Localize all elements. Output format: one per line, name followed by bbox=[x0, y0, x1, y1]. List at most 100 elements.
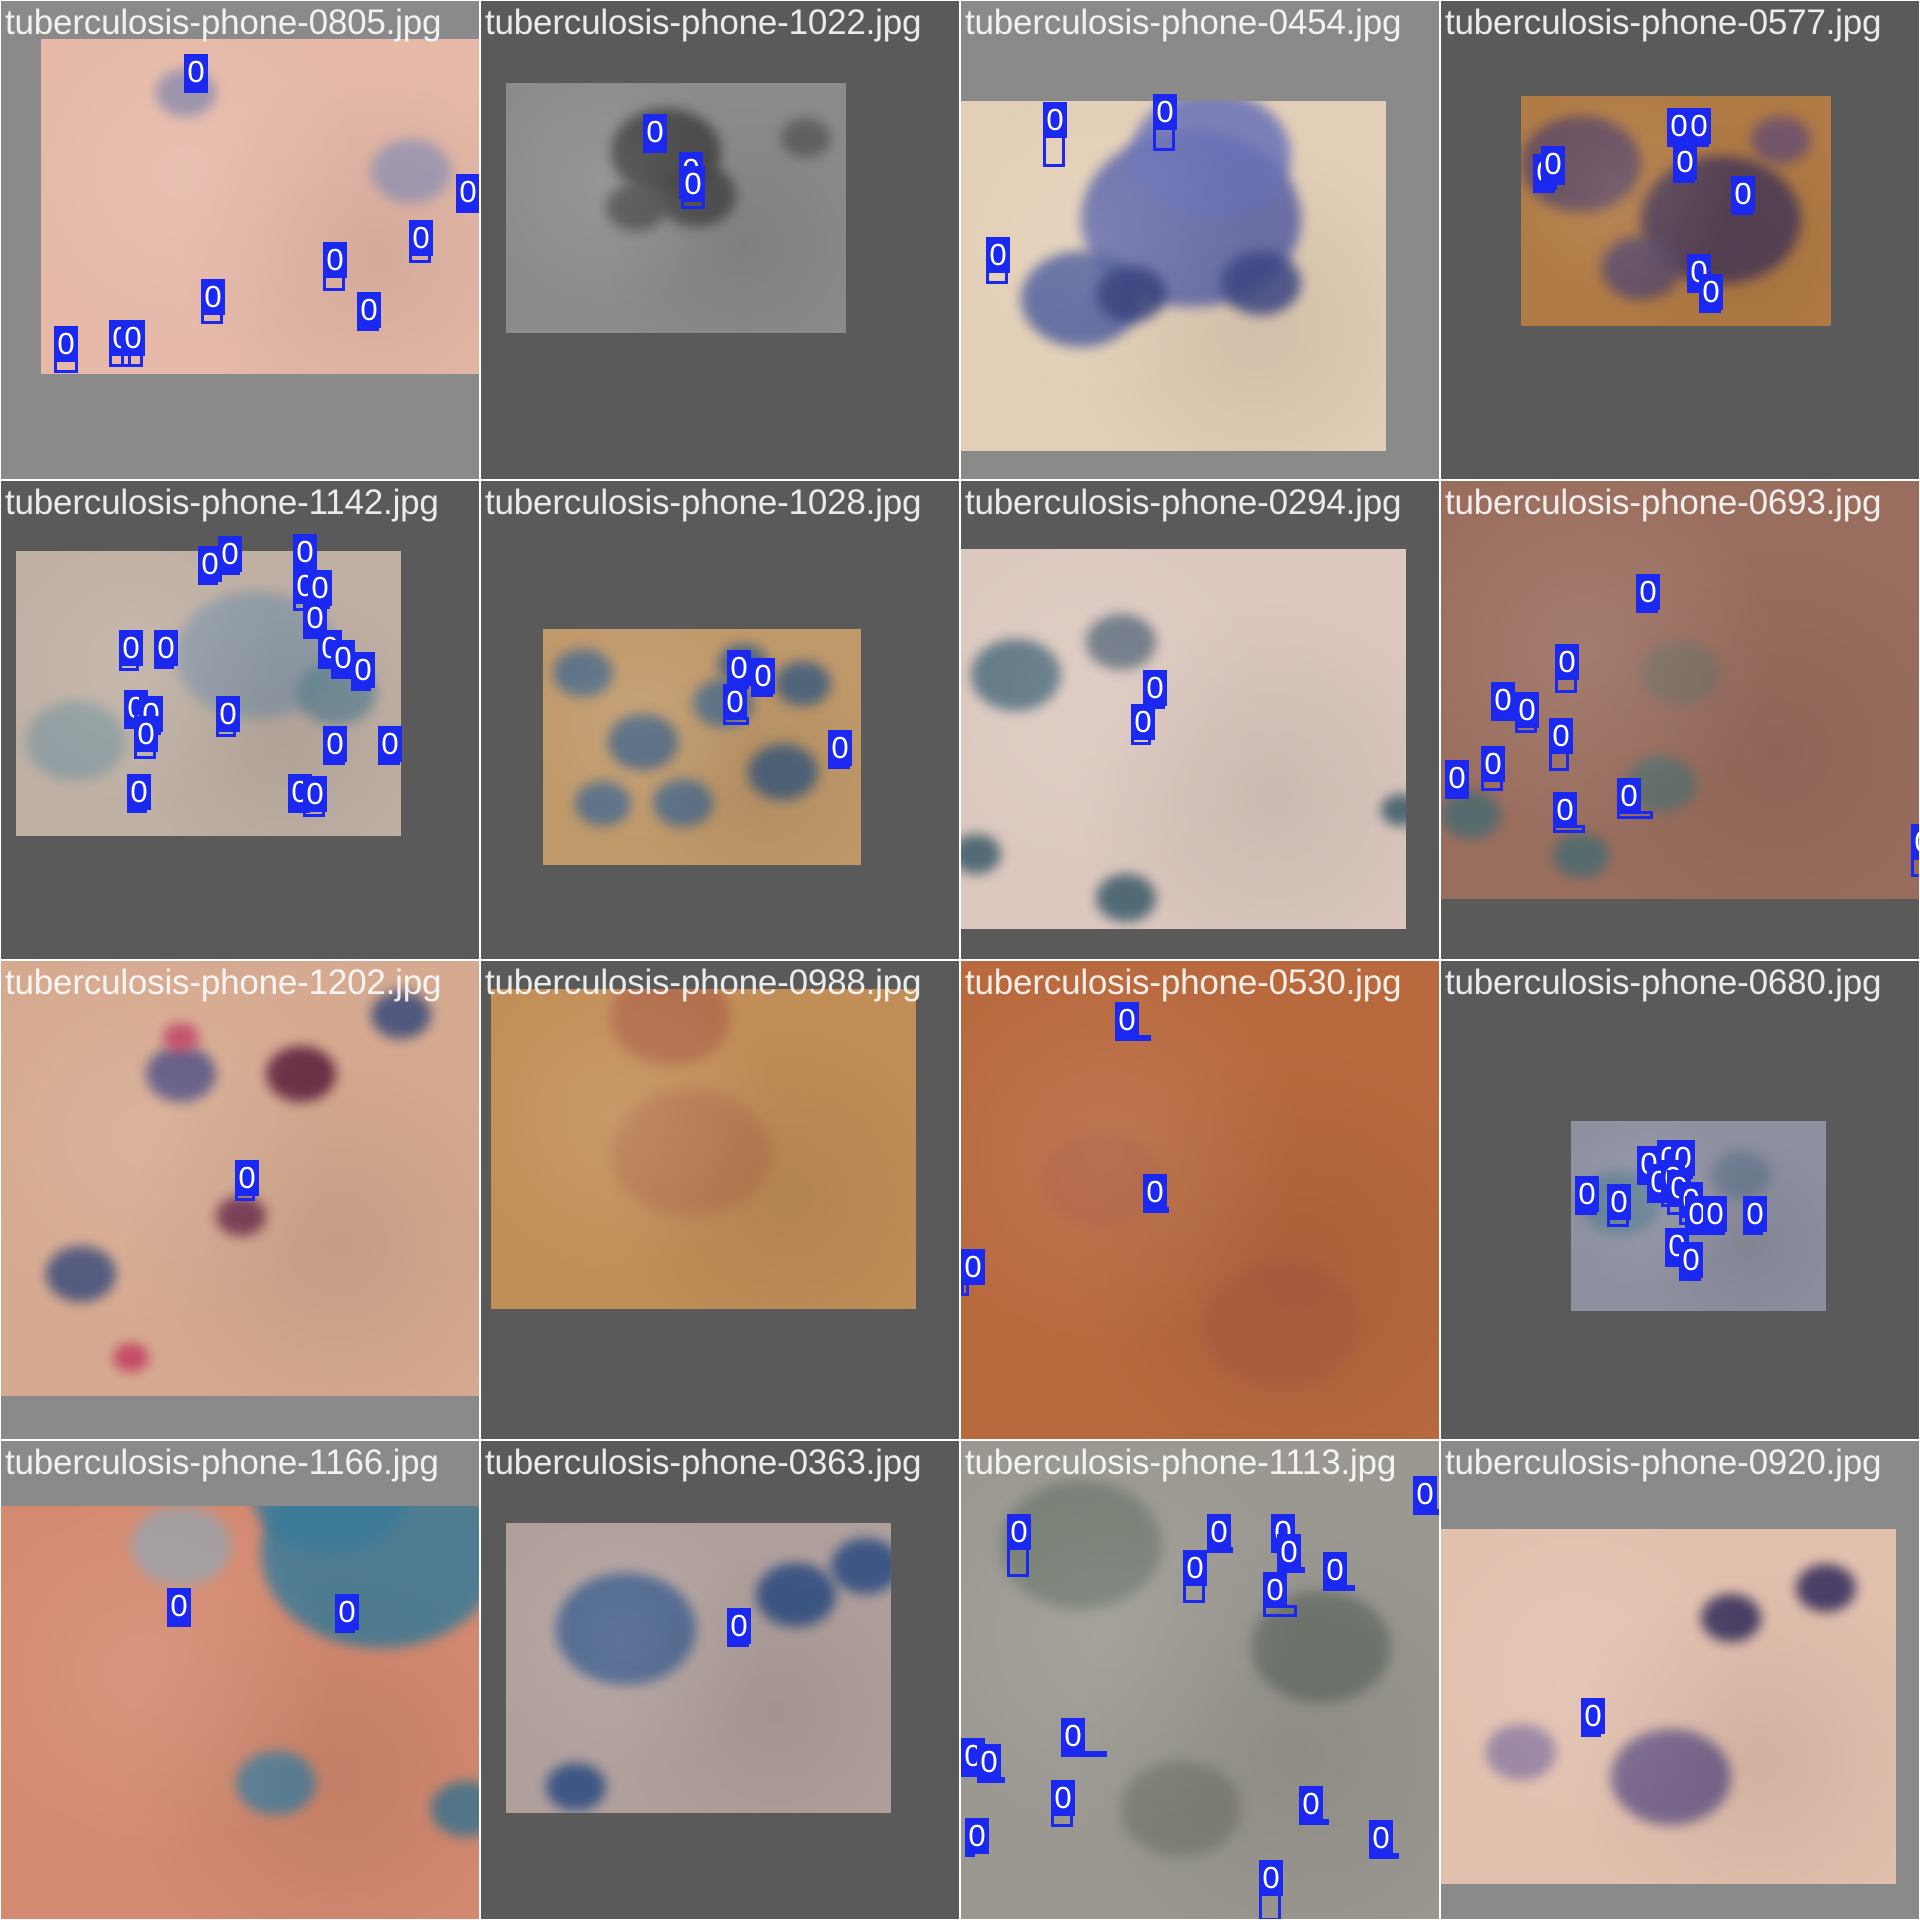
class-label: 0 bbox=[1679, 1242, 1703, 1278]
cell-blob bbox=[371, 139, 451, 203]
detection-box: 0 bbox=[409, 220, 433, 263]
detection-box: 0 bbox=[1131, 704, 1155, 745]
class-label: 0 bbox=[965, 1818, 989, 1854]
class-label: 0 bbox=[986, 237, 1010, 273]
class-label: 0 bbox=[681, 166, 705, 202]
class-label: 0 bbox=[1143, 670, 1167, 706]
detection-box: 0 bbox=[1051, 1780, 1075, 1827]
image-filename: tuberculosis-phone-1022.jpg bbox=[485, 3, 922, 42]
class-label: 0 bbox=[1143, 1174, 1167, 1210]
class-label: 0 bbox=[751, 658, 775, 694]
class-label: 0 bbox=[1699, 274, 1723, 310]
detection-box: 0 bbox=[1575, 1176, 1599, 1215]
microscopy-photo bbox=[961, 101, 1386, 451]
cell-blob bbox=[431, 1781, 479, 1837]
microscopy-photo bbox=[41, 39, 479, 374]
cell-blob bbox=[163, 1023, 199, 1052]
class-label: 0 bbox=[335, 1594, 359, 1630]
microscopy-photo bbox=[1, 1506, 479, 1919]
class-label: 0 bbox=[378, 726, 402, 762]
class-label: 0 bbox=[1413, 1476, 1437, 1512]
detection-box: 0 bbox=[1553, 792, 1585, 833]
image-filename: tuberculosis-phone-0805.jpg bbox=[5, 3, 442, 42]
detection-box: 0 bbox=[351, 652, 375, 691]
cell-blob bbox=[1221, 251, 1301, 315]
class-label: 0 bbox=[1617, 778, 1641, 814]
detection-box: 0 bbox=[218, 536, 242, 575]
cell-blob bbox=[1086, 614, 1156, 670]
class-label: 0 bbox=[1299, 1786, 1323, 1822]
microscopy-photo bbox=[961, 961, 1439, 1439]
class-label: 0 bbox=[1207, 1514, 1231, 1550]
detection-box: 0 bbox=[1183, 1550, 1207, 1603]
image-filename: tuberculosis-phone-0294.jpg bbox=[965, 483, 1402, 522]
cell-blob bbox=[146, 1046, 216, 1102]
class-label: 0 bbox=[1673, 144, 1697, 180]
class-label: 0 bbox=[1259, 1860, 1283, 1896]
cell-blob bbox=[1601, 236, 1681, 300]
class-label: 0 bbox=[643, 114, 667, 150]
image-tile: tuberculosis-phone-1202.jpg 0 bbox=[0, 960, 480, 1440]
cell-blob bbox=[556, 1573, 696, 1685]
cell-blob bbox=[1701, 1594, 1761, 1642]
class-label: 0 bbox=[1575, 1176, 1599, 1212]
detection-box: 0 bbox=[1673, 144, 1697, 183]
image-tile: tuberculosis-phone-0530.jpg 0 0 0 bbox=[960, 960, 1440, 1440]
detection-box: 0 bbox=[1636, 574, 1660, 613]
detection-box: 0 bbox=[1617, 778, 1653, 819]
detection-box: 0 bbox=[1581, 1698, 1605, 1737]
cell-blob bbox=[266, 1046, 336, 1102]
microscopy-photo bbox=[491, 989, 916, 1309]
detection-box: 0 bbox=[331, 640, 355, 679]
cell-blob bbox=[1553, 833, 1609, 878]
image-tile: tuberculosis-phone-1113.jpg 0 0 0 0 0 0 0 0 0 0 0 0 0… bbox=[960, 1440, 1440, 1920]
class-label: 0 bbox=[1043, 102, 1067, 138]
detection-box: 0 bbox=[1143, 1174, 1169, 1213]
detection-box: 0 bbox=[965, 1818, 989, 1857]
class-label: 0 bbox=[1687, 108, 1711, 144]
cell-blob bbox=[26, 701, 126, 781]
image-tile: tuberculosis-phone-1142.jpg 0 0 0 0 0 0 0 0 0 0 0 0 0… bbox=[0, 480, 480, 960]
class-label: 0 bbox=[723, 684, 747, 720]
detection-box: 0 bbox=[1555, 644, 1579, 693]
detection-box: 0 bbox=[723, 684, 749, 725]
class-label: 0 bbox=[1911, 824, 1919, 860]
image-tile: tuberculosis-phone-0454.jpg 0 0 0 bbox=[960, 0, 1440, 480]
class-label: 0 bbox=[1277, 1534, 1301, 1570]
class-label: 0 bbox=[323, 242, 347, 278]
image-tile: tuberculosis-phone-1166.jpg 0 0 bbox=[0, 1440, 480, 1920]
detection-box: 0 bbox=[167, 1588, 191, 1627]
cell-blob bbox=[553, 649, 613, 697]
class-label: 0 bbox=[1685, 1196, 1709, 1232]
detection-box: 0 bbox=[1481, 746, 1505, 791]
microscopy-photo bbox=[16, 551, 401, 836]
detection-box: 0 bbox=[216, 696, 240, 737]
cell-blob bbox=[1381, 794, 1406, 826]
class-label: 0 bbox=[184, 54, 208, 90]
cell-blob bbox=[1641, 156, 1801, 284]
detection-box: 0 bbox=[1687, 108, 1711, 147]
class-label: 0 bbox=[1061, 1718, 1085, 1754]
class-label: 0 bbox=[961, 1249, 985, 1285]
class-label: 0 bbox=[727, 650, 751, 686]
class-label: 0 bbox=[127, 774, 151, 810]
detection-box: 0 bbox=[198, 546, 222, 585]
image-tile: tuberculosis-phone-0920.jpg 0 bbox=[1440, 1440, 1920, 1920]
cell-blob bbox=[1711, 1151, 1771, 1199]
class-label: 0 bbox=[323, 726, 347, 762]
detection-box: 0 bbox=[303, 776, 327, 817]
detection-box: 0 bbox=[1607, 1184, 1631, 1227]
class-label: 0 bbox=[357, 292, 381, 328]
detection-box: 0 bbox=[184, 54, 208, 93]
class-label: 0 bbox=[351, 652, 375, 688]
cell-blob bbox=[216, 1196, 266, 1236]
cell-blob bbox=[971, 639, 1061, 711]
class-label: 0 bbox=[977, 1744, 1001, 1780]
detection-box: 0 bbox=[1699, 274, 1723, 313]
cell-blob bbox=[1201, 1261, 1361, 1389]
detection-box: 0 bbox=[1533, 154, 1557, 193]
detection-box: 0 bbox=[293, 534, 317, 575]
